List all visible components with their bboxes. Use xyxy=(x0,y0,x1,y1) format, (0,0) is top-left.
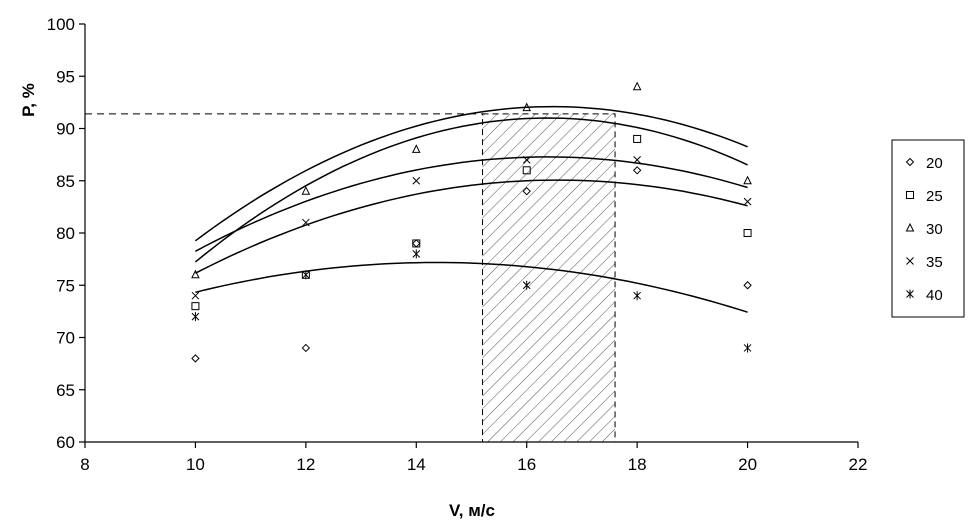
y-tick-label: 85 xyxy=(56,172,75,191)
point-40 xyxy=(302,270,310,280)
y-tick-label: 60 xyxy=(56,433,75,452)
x-tick-label: 10 xyxy=(186,455,205,474)
y-tick-label: 80 xyxy=(56,224,75,243)
point-35 xyxy=(522,155,531,164)
legend-box xyxy=(891,139,965,318)
point-20 xyxy=(412,239,421,248)
y-tick-label: 75 xyxy=(56,276,75,295)
axes: 60 65 70 75 80 85 90 95 100 8 10 12 14 16 18 20 22 xyxy=(47,15,868,474)
y-tick-label: 90 xyxy=(56,120,75,139)
hatched-optimal-region xyxy=(482,113,616,443)
y-tick-label: 95 xyxy=(56,67,75,86)
legend-label-40: 40 xyxy=(926,287,943,304)
trend-curve-20 xyxy=(194,117,748,263)
legend-label-25: 25 xyxy=(926,188,943,205)
legend-label-35: 35 xyxy=(926,254,943,271)
trend-curve-40 xyxy=(195,261,748,313)
point-20 xyxy=(743,281,752,290)
x-tick-label: 22 xyxy=(849,455,868,474)
hatched-region-layer xyxy=(85,113,616,443)
y-tick-label: 100 xyxy=(47,15,75,34)
point-40 xyxy=(633,291,641,301)
point-30 xyxy=(743,175,752,185)
point-35 xyxy=(302,218,310,227)
point-35 xyxy=(412,176,421,185)
point-30 xyxy=(411,144,421,153)
legend-marker-25 xyxy=(906,191,914,199)
point-40 xyxy=(191,312,200,322)
point-35 xyxy=(191,291,200,300)
point-25 xyxy=(191,302,200,311)
x-tick-label: 12 xyxy=(296,455,315,474)
point-25 xyxy=(522,166,531,175)
point-35 xyxy=(633,155,641,164)
point-30 xyxy=(191,269,200,279)
legend-marker-40 xyxy=(906,289,914,299)
x-tick-label: 20 xyxy=(738,455,757,474)
trend-curve-25 xyxy=(195,179,748,274)
trend-curve-35 xyxy=(195,156,748,252)
x-tick-label: 16 xyxy=(517,455,536,474)
legend-label-30: 30 xyxy=(926,221,943,238)
trend-curve-30 xyxy=(194,105,748,242)
fit-curves xyxy=(194,105,748,313)
point-30 xyxy=(632,81,642,91)
point-40 xyxy=(412,249,421,259)
point-30 xyxy=(301,186,311,195)
point-20 xyxy=(632,166,642,175)
point-20 xyxy=(191,354,200,363)
point-40 xyxy=(743,343,752,353)
x-tick-label: 14 xyxy=(407,455,426,474)
x-axis-title: V, м/с xyxy=(449,501,495,520)
legend-marker-35 xyxy=(906,257,914,265)
point-20 xyxy=(301,343,311,353)
point-25 xyxy=(743,229,752,237)
point-40 xyxy=(522,280,531,290)
y-tick-label: 65 xyxy=(56,381,75,400)
x-tick-label: 8 xyxy=(80,455,89,474)
point-35 xyxy=(743,197,752,206)
data-points xyxy=(191,81,752,363)
y-axis-title: P, % xyxy=(19,83,38,117)
point-30 xyxy=(522,102,532,112)
point-20 xyxy=(522,186,531,196)
legend: 20 25 30 35 40 xyxy=(891,139,965,318)
legend-label-20: 20 xyxy=(926,155,943,172)
x-tick-label: 18 xyxy=(628,455,647,474)
point-25 xyxy=(412,239,421,248)
legend-marker-30 xyxy=(905,222,915,232)
legend-marker-20 xyxy=(905,157,915,167)
point-25 xyxy=(633,134,642,143)
y-tick-label: 70 xyxy=(56,329,75,348)
